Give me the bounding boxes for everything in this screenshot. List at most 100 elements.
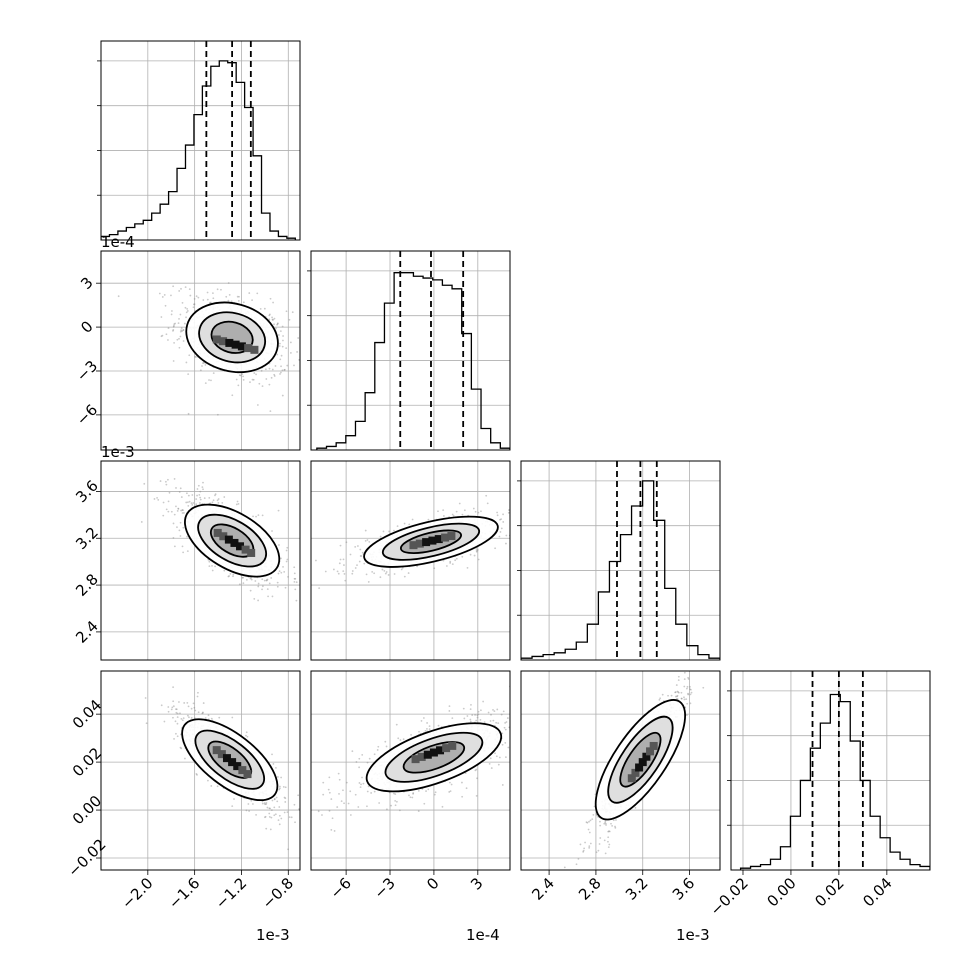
scatter-point xyxy=(542,725,544,727)
scatter-point xyxy=(604,822,607,825)
scatter-point xyxy=(273,798,276,800)
scatter-point xyxy=(172,325,175,328)
density-cell xyxy=(415,539,424,548)
scatter-point xyxy=(680,697,683,700)
scatter-content xyxy=(563,665,705,869)
scatter-point xyxy=(448,791,451,793)
scatter-point xyxy=(388,530,391,533)
scatter-point xyxy=(270,816,273,819)
scatter-point xyxy=(689,688,692,691)
scatter-point xyxy=(252,803,254,805)
scatter-point xyxy=(195,498,198,500)
scatter-point xyxy=(201,712,204,715)
scatter-point xyxy=(360,555,363,557)
scatter-point xyxy=(217,501,220,504)
scatter-point xyxy=(427,788,430,791)
histogram-panel-3: −0.02 0.00 0.02 0.04 xyxy=(707,670,931,919)
scatter-point xyxy=(197,296,200,299)
scatter-point xyxy=(201,486,204,489)
scatter-point xyxy=(426,722,428,724)
scatter-point xyxy=(433,793,436,796)
scatter-point xyxy=(373,572,376,575)
density-cell xyxy=(236,542,245,551)
scatter-point xyxy=(294,821,296,824)
scatter-point xyxy=(268,582,271,585)
scatter-point xyxy=(231,716,234,719)
y-tick-label: 2.4 xyxy=(72,617,102,647)
scatter-point xyxy=(223,569,226,572)
scatter-point xyxy=(390,804,392,807)
scatter-point xyxy=(328,791,331,794)
scatter-point xyxy=(269,410,272,413)
scatter-panel-2-3: 2.4 2.8 3.2 3.6 1e-3 xyxy=(520,665,721,944)
scatter-point xyxy=(500,527,503,530)
scatter-point xyxy=(476,777,478,780)
scatter-point xyxy=(417,790,420,792)
scatter-point xyxy=(676,695,678,698)
scatter-point xyxy=(278,570,281,573)
scatter-point xyxy=(278,806,281,808)
scatter-point xyxy=(670,694,673,697)
scatter-point xyxy=(265,579,268,582)
scatter-point xyxy=(322,781,325,784)
scatter-point xyxy=(276,800,279,803)
scatter-point xyxy=(400,568,403,571)
scatter-point xyxy=(282,339,284,342)
scatter-point xyxy=(191,503,194,506)
scatter-point xyxy=(160,704,163,707)
scatter-point xyxy=(265,802,268,804)
scatter-point xyxy=(194,355,196,358)
scatter-point xyxy=(588,846,591,849)
scatter-point xyxy=(238,295,240,298)
scatter-point xyxy=(192,502,195,504)
scatter-point xyxy=(181,330,183,333)
scatter-point xyxy=(437,724,440,727)
scatter-point xyxy=(175,487,177,489)
scatter-point xyxy=(271,799,274,802)
scatter-point xyxy=(167,706,170,708)
scatter-point xyxy=(293,577,296,580)
scatter-point xyxy=(393,573,396,575)
y-tick-label: 0 xyxy=(77,317,96,336)
scatter-point xyxy=(242,576,244,579)
scatter-point xyxy=(210,379,212,382)
scatter-point xyxy=(489,757,492,760)
scatter-point xyxy=(363,562,366,565)
scatter-point xyxy=(187,494,190,497)
scatter-point xyxy=(140,521,143,523)
density-cell xyxy=(217,750,226,759)
scatter-point xyxy=(223,496,226,498)
scatter-point xyxy=(497,763,500,766)
scatter-point xyxy=(285,347,288,350)
scatter-point xyxy=(171,310,173,312)
scatter-point xyxy=(259,307,262,310)
scatter-panel-1-3: −6 −3 0 3 1e-4 xyxy=(310,670,544,944)
scatter-point xyxy=(689,665,691,667)
scatter-point xyxy=(201,365,203,367)
scatter-point xyxy=(342,789,344,792)
scatter-point xyxy=(607,846,610,848)
scatter-point xyxy=(176,722,179,725)
scatter-point xyxy=(165,483,168,486)
scatter-point xyxy=(338,562,341,565)
scatter-point xyxy=(351,570,354,572)
scatter-point xyxy=(297,794,300,797)
scatter-point xyxy=(273,373,276,376)
scatter-point xyxy=(382,530,385,533)
scatter-point xyxy=(525,514,527,516)
scatter-point xyxy=(229,572,232,575)
scatter-point xyxy=(199,502,201,504)
scatter-point xyxy=(212,292,214,294)
scatter-point xyxy=(208,379,210,381)
scatter-point xyxy=(167,510,170,513)
scatter-point xyxy=(367,581,370,583)
scatter-point xyxy=(689,688,691,691)
scatter-point xyxy=(265,803,267,806)
scatter-point xyxy=(466,566,469,569)
panel-frame xyxy=(520,670,721,871)
scatter-point xyxy=(180,509,183,512)
scatter-point xyxy=(168,491,171,494)
scatter-point xyxy=(690,691,693,694)
scatter-point xyxy=(278,823,281,826)
